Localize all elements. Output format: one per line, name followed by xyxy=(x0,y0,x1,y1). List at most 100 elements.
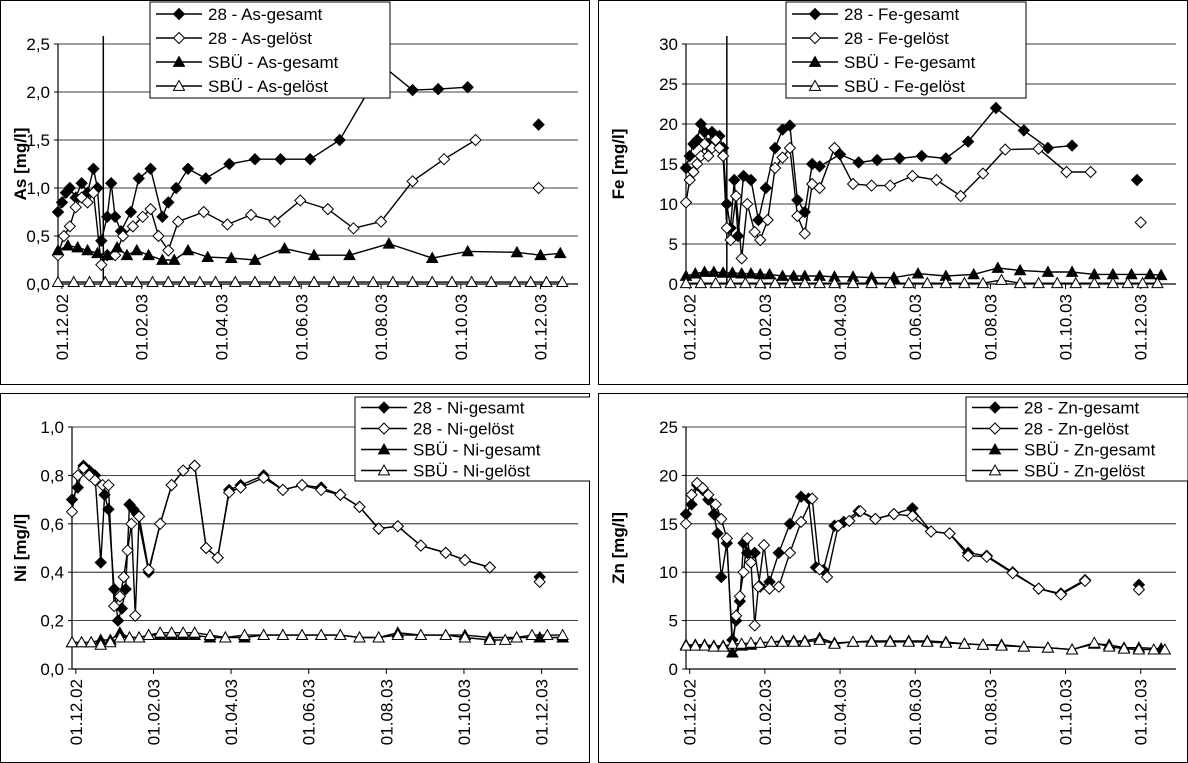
legend-label: 28 - As-gelöst xyxy=(208,29,312,48)
legend-label: SBÜ - As-gesamt xyxy=(208,53,339,72)
x-tick-label: 01.10.03 xyxy=(455,679,474,745)
y-tick-label: 5 xyxy=(669,612,678,631)
data-point xyxy=(958,276,971,289)
data-point xyxy=(278,241,291,254)
y-axis-label: As [mg/l] xyxy=(11,128,30,201)
legend-marker xyxy=(808,31,822,45)
data-point xyxy=(102,503,115,516)
data-point xyxy=(1060,165,1073,179)
legend-marker xyxy=(808,55,822,67)
data-point xyxy=(61,239,75,251)
data-point xyxy=(915,149,928,163)
data-point xyxy=(716,640,730,652)
data-point xyxy=(772,580,786,593)
data-point xyxy=(776,635,789,647)
data-point xyxy=(203,628,217,641)
data-point xyxy=(113,631,127,643)
y-tick-label: 15 xyxy=(659,155,678,174)
data-point xyxy=(209,275,222,287)
data-point xyxy=(768,161,782,175)
data-point xyxy=(130,275,144,287)
data-point xyxy=(176,626,190,638)
data-point xyxy=(783,546,797,560)
data-point xyxy=(735,267,749,279)
x-tick-label: 01.06.03 xyxy=(292,294,311,360)
x-tick-label: 01.06.03 xyxy=(300,679,319,745)
data-point xyxy=(553,246,567,259)
y-axis-label: Zn [mg/l] xyxy=(609,512,628,584)
x-tick-label: 01.10.03 xyxy=(1057,679,1076,745)
data-point xyxy=(498,633,512,645)
data-point xyxy=(791,209,804,223)
y-tick-label: 10 xyxy=(659,563,678,582)
data-point xyxy=(142,563,155,576)
data-point xyxy=(391,520,405,533)
data-point xyxy=(103,635,117,648)
y-tick-label: 5 xyxy=(669,235,678,254)
data-point xyxy=(694,276,708,289)
data-point xyxy=(439,546,452,560)
data-point xyxy=(883,635,897,647)
data-point xyxy=(81,243,94,256)
data-point xyxy=(314,628,328,641)
legend-marker xyxy=(377,401,391,414)
data-point xyxy=(865,276,878,289)
data-point xyxy=(294,194,307,207)
legend-marker xyxy=(808,7,822,21)
legend-label: SBÜ - Ni-gelöst xyxy=(413,462,530,481)
data-point xyxy=(828,276,841,289)
data-point xyxy=(307,275,321,287)
data-point xyxy=(268,275,282,287)
data-point xyxy=(414,628,428,641)
legend-label: 28 - Ni-gelöst xyxy=(413,420,514,439)
data-point xyxy=(683,149,696,163)
data-point xyxy=(152,229,165,243)
data-point xyxy=(382,237,396,249)
data-point xyxy=(976,638,990,650)
data-point xyxy=(744,556,758,569)
data-point xyxy=(798,276,812,289)
data-point xyxy=(142,628,156,641)
legend-label: 28 - As-gesamt xyxy=(208,5,323,24)
x-tick-label: 01.04.03 xyxy=(831,679,850,745)
data-point xyxy=(961,135,975,148)
data-point xyxy=(683,173,696,187)
data-point xyxy=(222,486,236,499)
legend-marker xyxy=(988,422,1002,435)
data-point xyxy=(679,517,693,531)
data-point xyxy=(465,275,478,287)
legend-label: SBÜ - Zn-gelöst xyxy=(1024,462,1145,481)
data-point xyxy=(748,225,761,239)
data-point xyxy=(274,152,287,166)
data-point xyxy=(94,638,108,650)
data-point xyxy=(980,550,993,563)
legend-label: 28 - Fe-gesamt xyxy=(844,5,960,24)
data-point xyxy=(798,227,811,240)
legend-marker xyxy=(377,422,391,435)
legend-marker xyxy=(377,463,391,476)
data-point xyxy=(67,275,81,287)
data-point xyxy=(555,275,569,287)
data-point xyxy=(813,563,826,576)
data-point xyxy=(1069,276,1083,289)
data-point xyxy=(113,590,127,603)
data-point xyxy=(939,276,953,289)
data-point xyxy=(295,628,309,641)
data-point xyxy=(720,197,734,211)
data-point xyxy=(690,157,704,171)
data-point xyxy=(84,635,98,648)
data-point xyxy=(556,628,570,641)
data-point xyxy=(165,626,179,638)
x-tick-label: 01.04.03 xyxy=(831,294,850,360)
y-axis-label: Ni [mg/l] xyxy=(11,514,30,582)
data-point xyxy=(156,210,169,224)
data-point xyxy=(711,527,724,540)
data-point xyxy=(126,220,140,233)
data-point xyxy=(87,162,100,176)
data-point xyxy=(533,575,546,589)
data-point xyxy=(748,619,761,632)
data-point xyxy=(406,83,419,97)
data-point xyxy=(688,639,702,651)
data-point xyxy=(1013,263,1027,276)
data-point xyxy=(347,275,360,287)
